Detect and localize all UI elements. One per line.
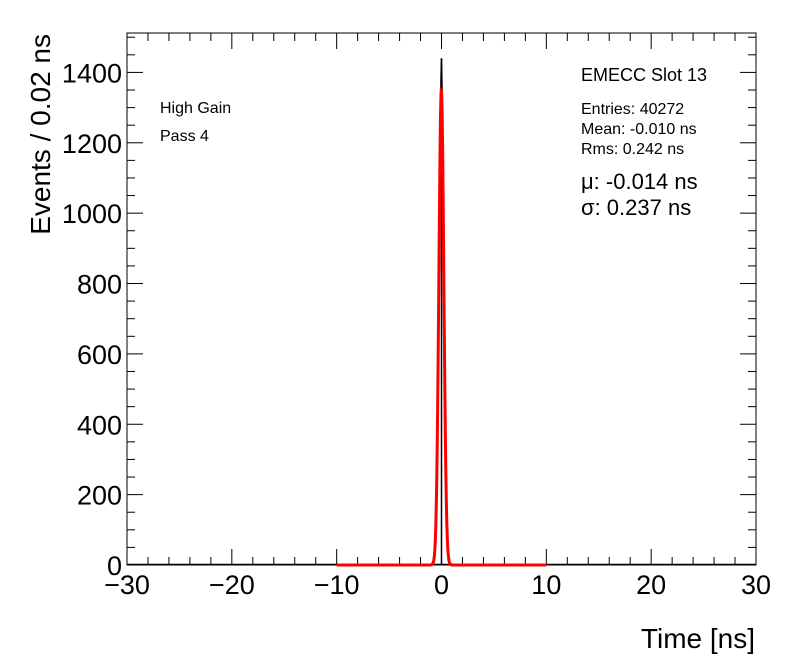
x-axis-label: Time [ns] (641, 623, 755, 654)
fit-curve (336, 86, 547, 567)
stats-mean: Mean: -0.010 ns (581, 121, 697, 138)
gain-label: High Gain (160, 100, 231, 117)
y-tick-label: 800 (77, 270, 122, 300)
x-tick-label: −30 (104, 570, 150, 600)
x-tick-label: 30 (741, 570, 771, 600)
x-tick-label: −10 (314, 570, 360, 600)
series-layer (127, 58, 756, 567)
y-tick-label: 1200 (62, 129, 122, 159)
y-axis-label: Events / 0.02 ns (25, 34, 56, 235)
x-tick-label: 10 (531, 570, 561, 600)
stats-title: EMECC Slot 13 (581, 65, 707, 85)
fit-sigma: σ: 0.237 ns (581, 195, 691, 220)
y-tick-label: 600 (77, 340, 122, 370)
x-tick-label: −20 (209, 570, 255, 600)
x-tick-labels: −30 −20 −10 0 10 20 30 (104, 570, 771, 600)
y-tick-label: 400 (77, 410, 122, 440)
stats-rms: Rms: 0.242 ns (581, 141, 684, 158)
y-tick-label: 1400 (62, 58, 122, 88)
x-tick-label: 20 (636, 570, 666, 600)
y-tick-label: 200 (77, 481, 122, 511)
y-tick-label: 1000 (62, 199, 122, 229)
fit-mu: μ: -0.014 ns (581, 169, 698, 194)
y-tick-labels: 0 200 400 600 800 1000 1200 1400 (62, 58, 122, 581)
y-tick-label: 0 (107, 551, 122, 581)
stats-entries: Entries: 40272 (581, 101, 684, 118)
pass-label: Pass 4 (160, 128, 209, 145)
x-tick-label: 0 (434, 570, 449, 600)
axis-ticks (126, 33, 757, 566)
